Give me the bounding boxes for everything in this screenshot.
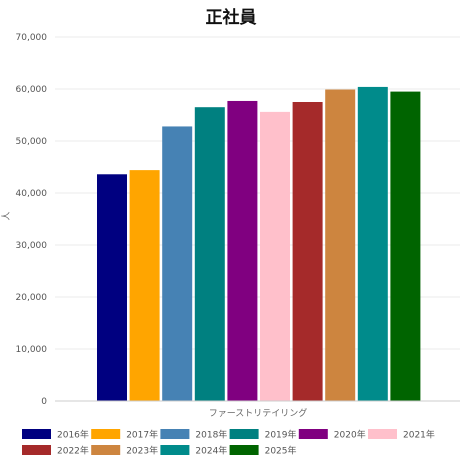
legend-label: 2024年 [195, 445, 227, 457]
y-tick-label: 20,000 [16, 293, 48, 303]
legend-label: 2019年 [265, 429, 297, 441]
legend-label: 2016年 [57, 429, 89, 441]
y-tick-label: 0 [41, 397, 47, 407]
legend-item[interactable]: 2021年 [368, 429, 435, 441]
legend-swatch [22, 429, 51, 439]
bar-2017年[interactable] [129, 170, 160, 401]
legend-label: 2022年 [57, 445, 89, 457]
legend-item[interactable]: 2019年 [229, 429, 297, 441]
legend-swatch [160, 429, 190, 439]
legend-item[interactable]: 2017年 [91, 429, 158, 441]
legend-item[interactable]: 2016年 [22, 429, 89, 441]
legend-item[interactable]: 2022年 [22, 445, 89, 457]
legend-item[interactable]: 2018年 [160, 429, 227, 441]
legend-label: 2018年 [195, 429, 227, 441]
bar-2016年[interactable] [97, 174, 127, 401]
bars [97, 86, 421, 402]
legend-swatch [229, 445, 259, 455]
y-tick-label: 50,000 [16, 137, 48, 147]
legend-item[interactable]: 2020年 [298, 429, 366, 441]
bar-2019年[interactable] [194, 107, 225, 401]
legend-swatch [22, 445, 51, 455]
bar-2022年[interactable] [292, 102, 323, 401]
y-tick-label: 40,000 [16, 189, 48, 199]
legend-swatch [368, 429, 397, 439]
bar-2018年[interactable] [162, 126, 193, 401]
y-axis-ticks: 0 10,000 20,000 30,000 40,000 50,000 60,000 70,… [16, 33, 48, 407]
legend-swatch [160, 445, 190, 455]
legend-item[interactable]: 2025年 [229, 445, 297, 457]
legend-swatch [91, 445, 121, 455]
legend-swatch [91, 429, 121, 439]
legend-label: 2020年 [334, 429, 366, 441]
legend: 2016年 2017年 2018年 2019年 2020年 2021年 2022年 2023年… [22, 429, 435, 457]
bar-2020年[interactable] [227, 100, 258, 402]
y-axis-label: 人 [1, 211, 12, 220]
legend-label: 2017年 [126, 429, 158, 441]
legend-label: 2023年 [126, 445, 158, 457]
y-tick-label: 10,000 [16, 345, 48, 355]
legend-swatch [229, 429, 259, 439]
x-axis-label: ファーストリテイリング [209, 407, 308, 419]
bar-2021年[interactable] [260, 111, 290, 401]
legend-item[interactable]: 2024年 [160, 445, 227, 457]
legend-label: 2021年 [403, 429, 435, 441]
legend-swatch [298, 429, 328, 439]
bar-2023年[interactable] [325, 89, 356, 402]
chart-title: 正社員 [206, 7, 257, 28]
legend-item[interactable]: 2023年 [91, 445, 158, 457]
y-tick-label: 30,000 [16, 241, 48, 251]
y-tick-label: 70,000 [16, 33, 48, 43]
y-tick-label: 60,000 [16, 85, 48, 95]
bar-2025年[interactable] [390, 91, 421, 401]
legend-label: 2025年 [265, 445, 297, 457]
bar-2024年[interactable] [357, 86, 388, 402]
